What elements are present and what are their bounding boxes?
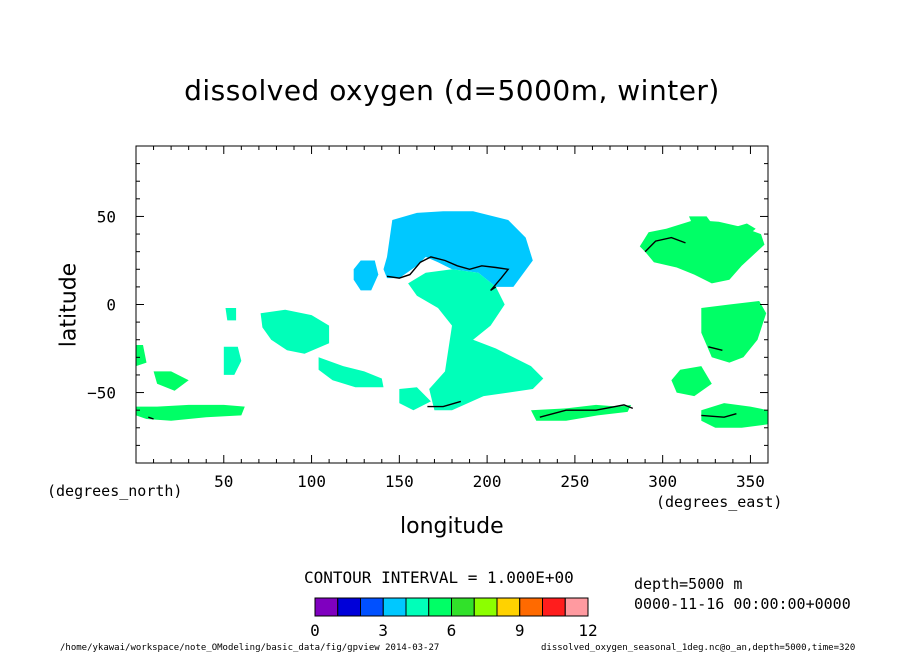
x-tick-label: 350: [736, 472, 765, 491]
colorbar-tick-label: 9: [515, 621, 525, 640]
colorbar-tick-label: 6: [447, 621, 457, 640]
region-16: [153, 371, 189, 391]
region-2: [408, 269, 505, 344]
y-tick-label: 0: [106, 296, 116, 315]
contour-lines: [148, 236, 737, 420]
region-5: [318, 357, 384, 388]
footer-path: /home/ykawai/workspace/note_OModeling/ba…: [60, 643, 440, 653]
region-3: [429, 325, 544, 411]
colorbar-swatch: [451, 597, 475, 617]
x-tick-label: 200: [473, 472, 502, 491]
colorbar-swatch: [360, 597, 384, 617]
colorbar-swatch: [473, 597, 498, 617]
contour-line-3: [644, 236, 686, 253]
colorbar-tick-label: 0: [310, 621, 320, 640]
region-11: [671, 366, 712, 397]
region-8: [399, 387, 431, 411]
colorbar-swatch: [337, 597, 361, 617]
colorbar-swatch: [542, 597, 566, 617]
region-4: [260, 309, 330, 354]
region-6: [225, 308, 237, 321]
depth-label: depth=5000 m: [634, 575, 743, 593]
colorbar-swatch: [519, 597, 543, 617]
region-10: [701, 301, 767, 363]
region-14: [136, 404, 245, 421]
colorbar-swatch: [564, 597, 589, 617]
region-12: [701, 403, 768, 428]
contour-line-6: [148, 416, 154, 420]
colorbar-swatch: [382, 597, 407, 617]
footer-source: dissolved_oxygen_seasonal_1deg.nc@o_an,d…: [541, 643, 856, 653]
x-tick-label: 300: [648, 472, 677, 491]
contour-interval-label: CONTOUR INTERVAL = 1.000E+00: [304, 568, 574, 587]
y-axis-units: (degrees_north): [47, 482, 183, 500]
colorbar-swatch: [496, 597, 521, 617]
colorbar-swatch: [428, 597, 452, 617]
region-17: [689, 216, 712, 229]
region-13: [531, 404, 632, 421]
data-regions: [136, 211, 768, 428]
x-tick-label: 50: [214, 472, 233, 491]
region-9: [639, 220, 765, 284]
x-tick-label: 250: [560, 472, 589, 491]
x-tick-label: 150: [385, 472, 414, 491]
axis-ticks: 50 100 150 200 250 300 350 50 0 −50: [87, 146, 768, 491]
y-tick-label: −50: [87, 384, 116, 403]
colorbar: 0 3 6 9 12: [310, 597, 598, 640]
contour-line-4: [708, 346, 723, 351]
y-tick-label: 50: [97, 207, 116, 226]
x-axis-units: (degrees_east): [656, 493, 783, 511]
y-axis-label: latitude: [56, 262, 82, 348]
region-15: [136, 345, 147, 367]
colorbar-swatch: [405, 597, 430, 617]
region-7: [223, 346, 242, 375]
contour-line-1: [427, 400, 461, 408]
colorbar-tick-label: 12: [578, 621, 597, 640]
colorbar-tick-label: 3: [378, 621, 388, 640]
time-label: 0000-11-16 00:00:00+0000: [634, 595, 851, 613]
x-tick-label: 100: [297, 472, 326, 491]
region-1: [353, 260, 379, 291]
chart-title: dissolved oxygen (d=5000m, winter): [184, 74, 720, 107]
colorbar-swatch: [314, 597, 339, 617]
contour-line-5: [701, 413, 737, 418]
contour-line-0: [386, 256, 510, 291]
contour-line-2: [539, 404, 634, 418]
region-18: [729, 223, 756, 238]
x-axis-label: longitude: [400, 514, 504, 539]
